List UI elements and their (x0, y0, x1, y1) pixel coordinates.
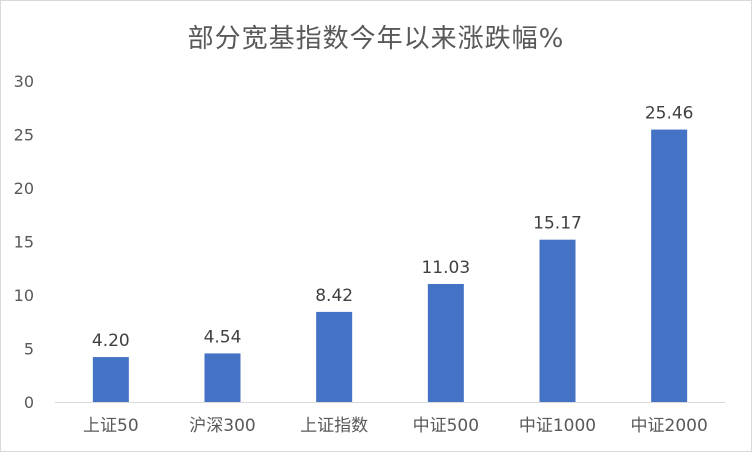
y-tick-label: 30 (14, 72, 34, 91)
x-category-label: 上证指数 (300, 416, 368, 436)
data-label: 4.54 (204, 327, 242, 347)
bar-4 (427, 283, 464, 402)
data-label: 15.17 (533, 214, 582, 234)
data-label: 25.46 (645, 104, 694, 124)
data-labels: 4.20 4.54 8.42 11.03 15.17 25.46 (92, 104, 694, 351)
x-category-label: 上证50 (83, 416, 139, 436)
y-tick-label: 25 (14, 126, 34, 145)
bar-1 (92, 357, 129, 402)
data-label: 4.20 (92, 331, 130, 351)
bar-3 (316, 311, 353, 402)
chart-title: 部分宽基指数今年以来涨跌幅% (187, 24, 565, 54)
y-tick-label: 20 (14, 179, 34, 198)
x-category-label: 中证1000 (519, 416, 596, 436)
y-tick-label: 0 (24, 393, 34, 412)
bars (92, 129, 688, 402)
x-category-label: 中证2000 (631, 416, 708, 436)
data-label: 8.42 (315, 286, 353, 306)
y-axis-ticks: 0 5 10 15 20 25 30 (14, 72, 34, 412)
y-tick-label: 5 (24, 340, 34, 359)
y-tick-label: 15 (14, 233, 34, 252)
bar-5 (539, 239, 576, 402)
bar-6 (651, 129, 688, 402)
x-category-label: 沪深300 (189, 416, 255, 436)
x-axis-categories: 上证50 沪深300 上证指数 中证500 中证1000 中证2000 (83, 416, 708, 436)
x-category-label: 中证500 (413, 416, 479, 436)
y-tick-label: 10 (14, 286, 34, 305)
data-label: 11.03 (421, 258, 470, 278)
bar-2 (204, 353, 241, 402)
